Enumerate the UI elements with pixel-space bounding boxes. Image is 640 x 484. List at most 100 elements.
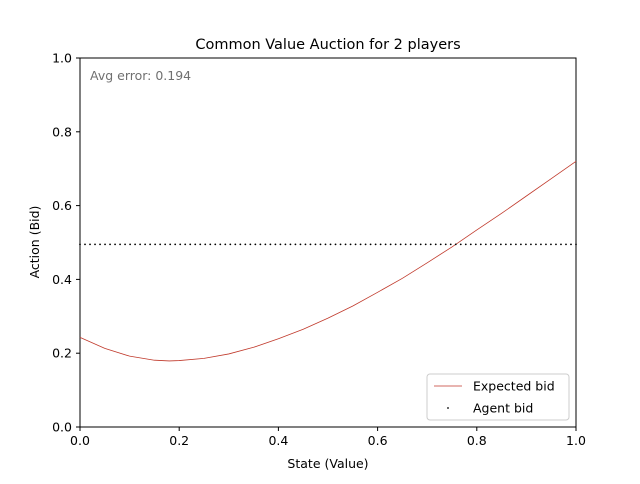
agent-bid-point <box>94 243 96 246</box>
series-line-expected-bid <box>79 160 577 362</box>
y-axis-label: Action (Bid) <box>27 206 42 279</box>
agent-bid-point <box>204 243 207 246</box>
y-tick-label: 0.4 <box>52 272 72 287</box>
agent-bid-point <box>319 243 322 246</box>
agent-bid-point <box>519 243 522 246</box>
agent-bid-point <box>154 243 157 246</box>
agent-bid-point <box>119 243 121 246</box>
y-tick-label: 0.2 <box>52 346 72 361</box>
agent-bid-point <box>254 243 257 246</box>
agent-bid-point <box>469 243 472 246</box>
agent-bid-point <box>404 243 407 246</box>
agent-bid-point <box>364 243 367 246</box>
x-tick-label: 0.0 <box>70 433 90 448</box>
x-tick-label: 1.0 <box>566 433 586 448</box>
agent-bid-point <box>174 243 177 246</box>
agent-bid-point <box>474 243 477 246</box>
x-tick-label: 0.2 <box>169 433 189 448</box>
agent-bid-point <box>575 243 577 246</box>
agent-bid-point <box>530 243 532 246</box>
agent-bid-point <box>429 243 432 246</box>
x-axis: 0.0 0.2 0.4 0.6 0.8 1.0 <box>70 427 586 448</box>
y-tick-label: 1.0 <box>52 51 72 66</box>
agent-bid-point <box>379 243 382 246</box>
agent-bid-point <box>394 243 397 246</box>
x-axis-label: State (Value) <box>287 456 368 471</box>
agent-bid-point <box>369 243 372 246</box>
agent-bid-point <box>139 243 142 246</box>
agent-bid-point <box>525 243 527 246</box>
agent-bid-point <box>84 243 86 246</box>
agent-bid-point <box>414 243 417 246</box>
y-tick-label: 0.8 <box>52 124 72 139</box>
agent-bid-point <box>389 243 392 246</box>
agent-bid-point <box>484 243 487 246</box>
agent-bid-point <box>489 243 492 246</box>
agent-bid-point <box>479 243 482 246</box>
axes-frame <box>79 57 577 428</box>
agent-bid-point <box>304 243 307 246</box>
agent-bid-point <box>259 243 262 246</box>
agent-bid-point <box>194 243 197 246</box>
agent-bid-point <box>444 243 447 246</box>
agent-bid-point <box>299 243 302 246</box>
agent-bid-point <box>560 243 562 246</box>
agent-bid-point <box>209 243 212 246</box>
chart-title: Common Value Auction for 2 players <box>195 37 460 53</box>
agent-bid-point <box>289 243 292 246</box>
y-axis: 0.0 0.2 0.4 0.6 0.8 1.0 <box>52 51 80 435</box>
agent-bid-point <box>459 243 462 246</box>
agent-bid-point <box>79 243 81 246</box>
agent-bid-point <box>229 243 232 246</box>
agent-bid-point <box>134 243 137 246</box>
agent-bid-point <box>99 243 101 246</box>
agent-bid-point <box>284 243 287 246</box>
agent-bid-point <box>449 243 452 246</box>
series-layer <box>79 160 577 362</box>
agent-bid-point <box>189 243 192 246</box>
agent-bid-point <box>224 243 227 246</box>
agent-bid-point <box>545 243 547 246</box>
agent-bid-point <box>464 243 467 246</box>
agent-bid-point <box>279 243 282 246</box>
agent-bid-point <box>550 243 552 246</box>
agent-bid-point <box>239 243 242 246</box>
agent-bid-point <box>89 243 91 246</box>
agent-bid-point <box>269 243 272 246</box>
agent-bid-point <box>399 243 402 246</box>
plot-area <box>79 57 577 428</box>
agent-bid-point <box>439 243 442 246</box>
agent-bid-point <box>129 243 132 246</box>
agent-bid-point <box>540 243 542 246</box>
x-tick-label: 0.4 <box>268 433 288 448</box>
legend: Expected bid Agent bid <box>426 373 570 421</box>
agent-bid-point <box>409 243 412 246</box>
agent-bid-point <box>249 243 252 246</box>
legend-label-expected-bid: Expected bid <box>473 379 555 394</box>
agent-bid-point <box>494 243 497 246</box>
agent-bid-point <box>339 243 342 246</box>
agent-bid-point <box>169 243 172 246</box>
agent-bid-point <box>274 243 277 246</box>
agent-bid-point <box>109 243 111 246</box>
agent-bid-point <box>294 243 297 246</box>
agent-bid-point <box>565 243 567 246</box>
legend-marker-agent-bid <box>447 407 449 409</box>
agent-bid-point <box>354 243 357 246</box>
agent-bid-point <box>509 243 512 246</box>
agent-bid-point <box>384 243 387 246</box>
agent-bid-point <box>504 243 507 246</box>
agent-bid-point <box>334 243 337 246</box>
agent-bid-point <box>359 243 362 246</box>
agent-bid-point <box>424 243 427 246</box>
agent-bid-point <box>184 243 187 246</box>
agent-bid-point <box>454 243 457 246</box>
agent-bid-point <box>329 243 332 246</box>
agent-bid-point <box>514 243 517 246</box>
agent-bid-point <box>144 243 147 246</box>
agent-bid-point <box>164 243 167 246</box>
agent-bid-point <box>179 243 182 246</box>
agent-bid-point <box>219 243 222 246</box>
